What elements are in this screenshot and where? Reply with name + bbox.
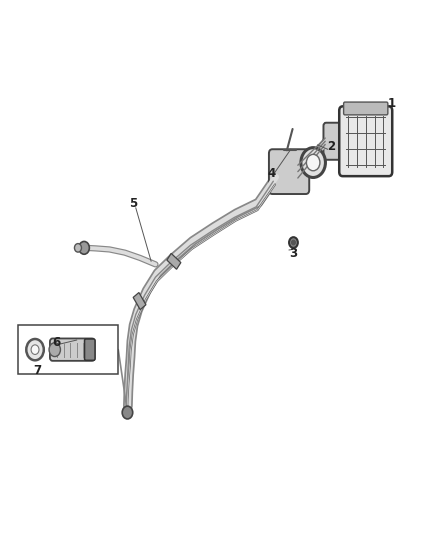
FancyBboxPatch shape xyxy=(269,149,309,194)
Text: 5: 5 xyxy=(129,197,138,210)
Text: 6: 6 xyxy=(53,336,61,349)
Text: 2: 2 xyxy=(328,140,336,152)
FancyBboxPatch shape xyxy=(323,123,348,160)
Text: 7: 7 xyxy=(33,365,41,377)
FancyBboxPatch shape xyxy=(343,102,388,115)
FancyBboxPatch shape xyxy=(50,338,95,361)
Circle shape xyxy=(301,148,325,177)
Text: 4: 4 xyxy=(267,167,276,180)
Text: 3: 3 xyxy=(289,247,297,260)
Bar xyxy=(133,293,146,310)
Circle shape xyxy=(79,241,89,254)
Circle shape xyxy=(292,240,296,245)
FancyBboxPatch shape xyxy=(339,107,392,176)
Circle shape xyxy=(31,345,39,354)
Circle shape xyxy=(122,406,133,419)
FancyBboxPatch shape xyxy=(85,339,95,360)
Bar xyxy=(167,253,181,269)
Text: 1: 1 xyxy=(388,98,396,110)
Bar xyxy=(18,325,118,374)
Circle shape xyxy=(26,339,44,360)
Circle shape xyxy=(49,343,60,357)
Circle shape xyxy=(307,155,320,171)
Circle shape xyxy=(289,237,298,248)
Circle shape xyxy=(74,244,81,252)
